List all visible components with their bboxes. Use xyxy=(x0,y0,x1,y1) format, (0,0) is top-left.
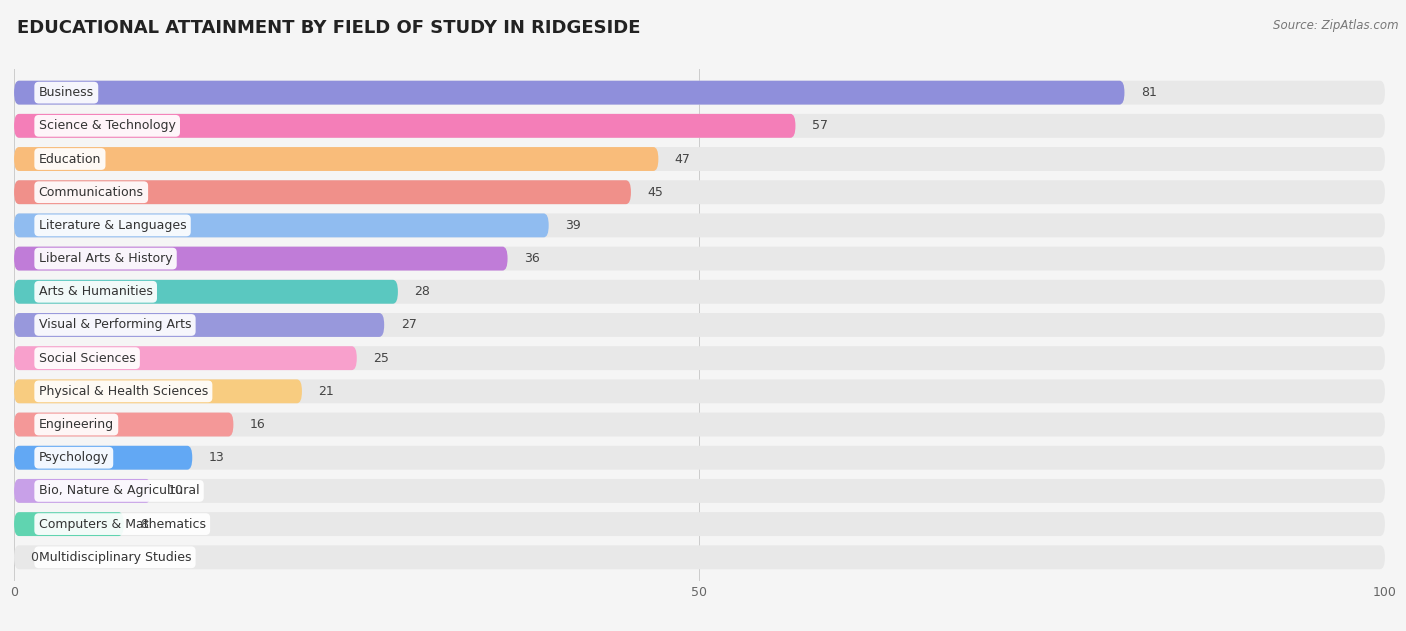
FancyBboxPatch shape xyxy=(14,445,1385,469)
Text: 39: 39 xyxy=(565,219,581,232)
Text: 36: 36 xyxy=(524,252,540,265)
Text: Communications: Communications xyxy=(39,186,143,199)
Text: Bio, Nature & Agricultural: Bio, Nature & Agricultural xyxy=(39,485,200,497)
Text: Source: ZipAtlas.com: Source: ZipAtlas.com xyxy=(1274,19,1399,32)
Text: 10: 10 xyxy=(167,485,183,497)
FancyBboxPatch shape xyxy=(14,512,124,536)
FancyBboxPatch shape xyxy=(14,545,1385,569)
FancyBboxPatch shape xyxy=(14,180,631,204)
FancyBboxPatch shape xyxy=(14,280,1385,304)
Text: Social Sciences: Social Sciences xyxy=(39,351,135,365)
Text: 28: 28 xyxy=(415,285,430,298)
Text: Science & Technology: Science & Technology xyxy=(39,119,176,133)
FancyBboxPatch shape xyxy=(14,81,1125,105)
FancyBboxPatch shape xyxy=(14,280,398,304)
FancyBboxPatch shape xyxy=(14,313,1385,337)
FancyBboxPatch shape xyxy=(14,247,1385,271)
Text: 0: 0 xyxy=(31,551,38,563)
FancyBboxPatch shape xyxy=(14,479,1385,503)
FancyBboxPatch shape xyxy=(14,413,1385,437)
Text: 45: 45 xyxy=(647,186,664,199)
FancyBboxPatch shape xyxy=(14,213,548,237)
Text: Engineering: Engineering xyxy=(39,418,114,431)
FancyBboxPatch shape xyxy=(14,346,1385,370)
FancyBboxPatch shape xyxy=(14,313,384,337)
FancyBboxPatch shape xyxy=(14,413,233,437)
FancyBboxPatch shape xyxy=(14,147,1385,171)
FancyBboxPatch shape xyxy=(14,346,357,370)
Text: Multidisciplinary Studies: Multidisciplinary Studies xyxy=(39,551,191,563)
Text: 47: 47 xyxy=(675,153,690,165)
Text: Business: Business xyxy=(39,86,94,99)
Text: 27: 27 xyxy=(401,319,416,331)
Text: 25: 25 xyxy=(373,351,389,365)
Text: 57: 57 xyxy=(811,119,828,133)
Text: 16: 16 xyxy=(250,418,266,431)
FancyBboxPatch shape xyxy=(14,114,796,138)
Text: Literature & Languages: Literature & Languages xyxy=(39,219,187,232)
Text: Liberal Arts & History: Liberal Arts & History xyxy=(39,252,173,265)
Text: 21: 21 xyxy=(318,385,335,398)
FancyBboxPatch shape xyxy=(14,147,658,171)
Text: Education: Education xyxy=(39,153,101,165)
Text: Computers & Mathematics: Computers & Mathematics xyxy=(39,517,205,531)
Text: 81: 81 xyxy=(1140,86,1157,99)
Text: 13: 13 xyxy=(208,451,225,464)
FancyBboxPatch shape xyxy=(14,479,152,503)
FancyBboxPatch shape xyxy=(14,114,1385,138)
FancyBboxPatch shape xyxy=(14,81,1385,105)
Text: Arts & Humanities: Arts & Humanities xyxy=(39,285,153,298)
FancyBboxPatch shape xyxy=(14,213,1385,237)
FancyBboxPatch shape xyxy=(14,247,508,271)
FancyBboxPatch shape xyxy=(14,512,1385,536)
Text: 8: 8 xyxy=(141,517,148,531)
Text: Visual & Performing Arts: Visual & Performing Arts xyxy=(39,319,191,331)
FancyBboxPatch shape xyxy=(14,445,193,469)
FancyBboxPatch shape xyxy=(14,180,1385,204)
Text: EDUCATIONAL ATTAINMENT BY FIELD OF STUDY IN RIDGESIDE: EDUCATIONAL ATTAINMENT BY FIELD OF STUDY… xyxy=(17,19,640,37)
Text: Physical & Health Sciences: Physical & Health Sciences xyxy=(39,385,208,398)
FancyBboxPatch shape xyxy=(14,379,302,403)
FancyBboxPatch shape xyxy=(14,379,1385,403)
Text: Psychology: Psychology xyxy=(39,451,108,464)
